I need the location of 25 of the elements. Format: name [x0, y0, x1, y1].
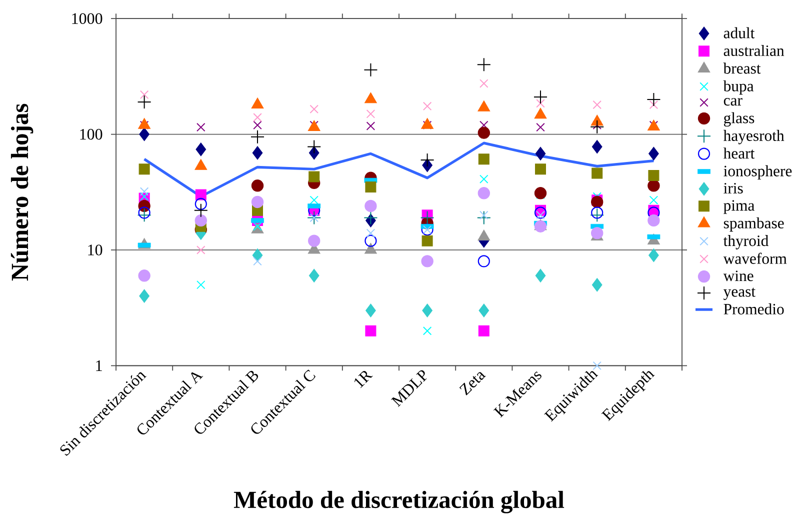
legend-label: waveform: [723, 252, 787, 264]
legend-label: australian: [724, 44, 784, 56]
legend-label: ionosphere: [724, 165, 792, 180]
legend-label: iris: [724, 182, 743, 194]
legend-label: glass: [724, 112, 754, 127]
y-tick-label: 1: [96, 360, 102, 371]
y-tick-label: 100: [80, 128, 102, 140]
legend-label: breast: [723, 62, 761, 74]
legend-label: car: [724, 98, 742, 106]
legend-label: thyroid: [723, 235, 768, 250]
x-axis-title: Método de discretización global: [234, 490, 564, 514]
legend-label: heart: [723, 148, 755, 159]
legend-label: yeast: [723, 288, 756, 300]
legend-label: adult: [724, 27, 755, 38]
legend-label: bupa: [723, 80, 754, 95]
legend-label: spambase: [724, 217, 784, 232]
y-axis-title: Número de hojas: [10, 104, 34, 281]
x-tick-label: 1R: [354, 370, 373, 388]
y-tick-label: 1000: [72, 13, 102, 24]
legend-label: pima: [724, 200, 754, 214]
y-tick-label: 10: [88, 244, 102, 256]
legend-label: Promedio: [724, 303, 784, 314]
legend-label: wine: [723, 270, 754, 282]
legend-label: hayesroth: [723, 130, 784, 144]
x-tick-label: Zeta: [459, 372, 486, 396]
